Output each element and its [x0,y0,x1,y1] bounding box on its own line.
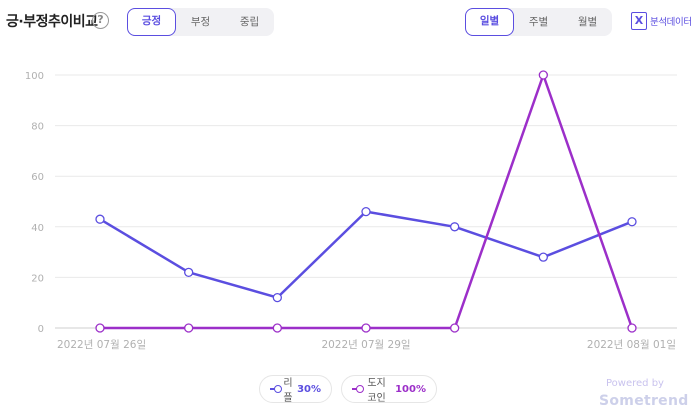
x-tick-label: 2022년 08월 01일 [587,338,676,351]
data-point-series-1 [361,323,371,333]
data-point-series-0 [538,252,548,262]
data-point-series-0 [95,214,105,224]
series-line-0 [99,210,633,299]
sentiment-tab-neutral[interactable]: 중립 [239,16,260,28]
data-point-series-1 [538,70,548,80]
data-point-series-0 [627,217,637,227]
legend-series-percent: 30% [297,383,321,395]
legend-series-name: 도지코인 [367,378,386,404]
x-tick-label: 2022년 07월 26일 [57,338,146,351]
chart-title: 긍·부정추이비교 [6,14,98,30]
data-point-series-0 [450,222,460,232]
export-data-label: 분석데이터 [650,17,692,28]
y-tick-label: 100 [25,71,44,82]
brand-logo: Sometrend [599,393,689,409]
legend-marker-icon [270,385,283,393]
excel-icon: X [631,12,647,30]
y-tick-label: 20 [31,273,44,284]
y-tick-label: 60 [31,172,44,183]
legend-marker-icon [352,385,365,393]
legend-item-ripple[interactable]: 리플 30% [259,375,332,404]
y-tick-label: 0 [38,324,44,335]
y-tick-label: 40 [31,223,44,234]
legend-series-percent: 100% [395,383,426,395]
period-tab-weekly[interactable]: 주별 [528,16,549,28]
help-icon[interactable]: ? [92,12,109,29]
y-tick-label: 80 [31,122,44,133]
legend-series-name: 리플 [283,378,293,404]
series-line-1 [100,73,634,330]
data-point-series-0 [361,206,371,217]
data-point-series-0 [184,267,194,277]
export-data-button[interactable]: X 분석데이터 [631,12,692,30]
period-tab-monthly[interactable]: 월별 [577,16,598,28]
data-point-series-1 [95,323,105,333]
powered-by-label: Powered by [606,378,664,389]
data-point-series-1 [450,323,460,333]
data-point-series-1 [184,323,194,333]
period-toggle: 일별 주별 월별 [465,8,612,36]
x-tick-label: 2022년 07월 29일 [321,338,410,351]
data-point-series-0 [272,292,282,303]
sentiment-toggle: 긍정 부정 중립 [127,8,274,36]
data-point-series-1 [627,323,637,333]
period-tab-daily[interactable]: 일별 [465,8,514,36]
legend-item-dogecoin[interactable]: 도지코인 100% [341,375,437,404]
sentiment-tab-positive[interactable]: 긍정 [127,8,176,36]
data-point-series-1 [272,323,282,333]
sentiment-tab-negative[interactable]: 부정 [190,16,211,28]
